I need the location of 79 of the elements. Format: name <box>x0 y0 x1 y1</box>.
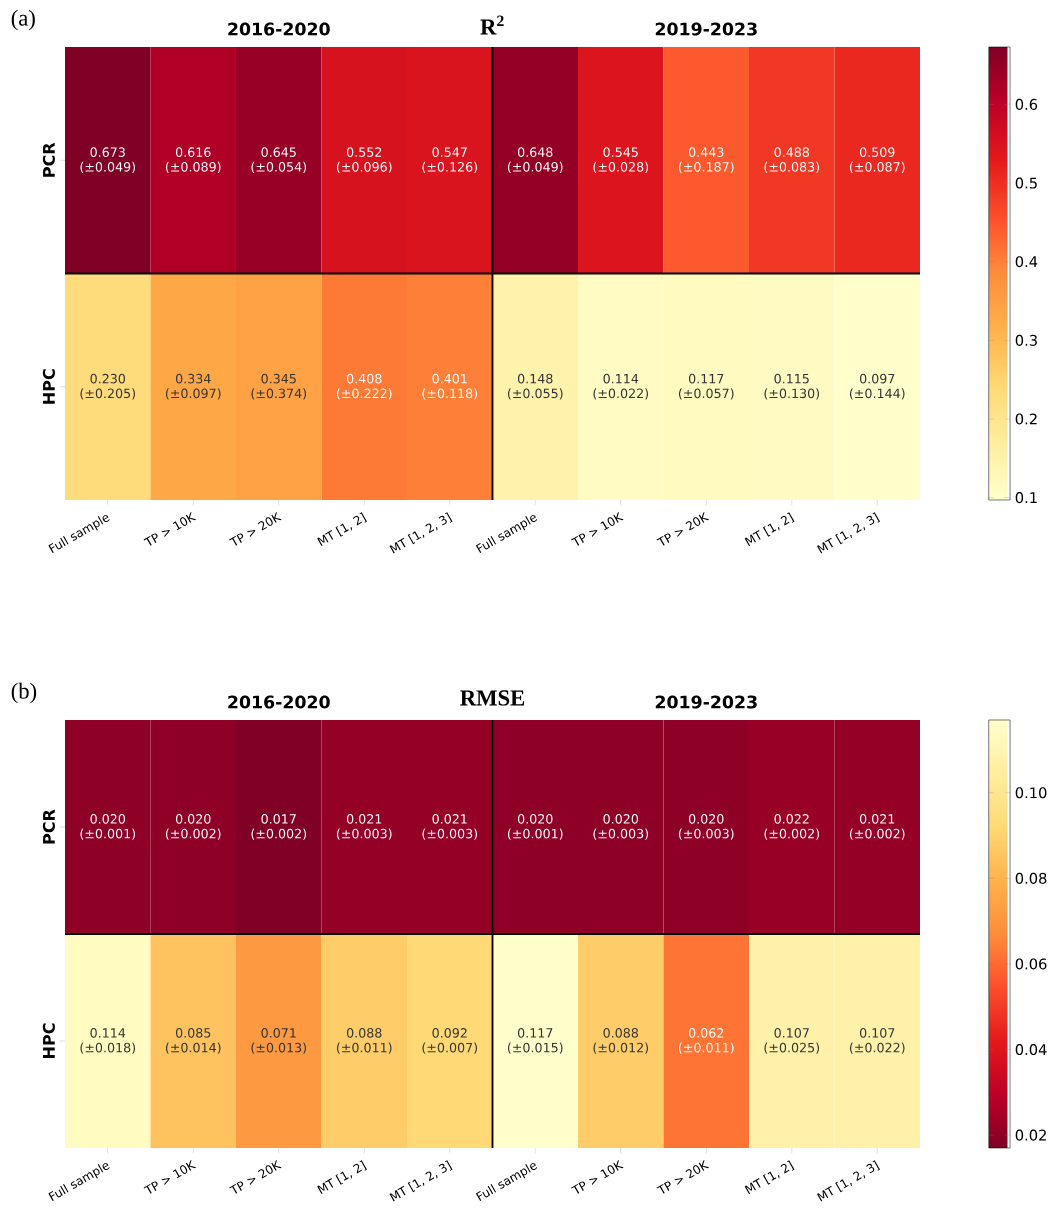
x-tick-label: TP > 10K <box>571 511 624 546</box>
data-label: 0.017 (±0.002) <box>251 814 307 840</box>
y-tick-label: HPC <box>42 369 55 404</box>
data-label: 0.107 (±0.025) <box>764 1028 820 1054</box>
x-tick-label: TP > 20K <box>229 511 282 546</box>
color-bar-label: 0.08 <box>1015 872 1047 884</box>
color-bar-label: 0.3 <box>1015 334 1037 346</box>
data-label: 0.648 (±0.049) <box>507 147 563 174</box>
x-tick-label: TP > 20K <box>229 1159 282 1194</box>
data-label: 0.088 (±0.012) <box>593 1028 649 1054</box>
color-bar-label: 0.02 <box>1015 1129 1046 1141</box>
x-tick-label: TP > 20K <box>656 511 710 546</box>
x-tick-label: MT [1, 2, 3] <box>389 1160 453 1202</box>
y-tick-label: PCR <box>42 809 55 844</box>
color-bar-label: 0.6 <box>1015 98 1038 110</box>
text: 2016-2020 <box>228 22 330 36</box>
color-bar-label: 0.4 <box>1015 256 1038 268</box>
data-label: 0.488 (±0.083) <box>764 147 820 174</box>
data-label: 0.114 (±0.018) <box>80 1028 136 1054</box>
x-tick-label: TP > 10K <box>571 1159 624 1194</box>
data-label: 0.021 (±0.003) <box>422 814 478 840</box>
data-label: 0.107 (±0.022) <box>849 1028 905 1054</box>
x-tick-label: MT [1, 2] <box>744 1160 795 1194</box>
data-label: 0.097 (±0.144) <box>849 373 905 400</box>
data-label: 0.148 (±0.055) <box>507 373 563 400</box>
color-bar-label: 0.10 <box>1015 787 1047 799</box>
data-label: 0.117 (±0.057) <box>678 373 734 400</box>
data-label: 0.088 (±0.011) <box>336 1028 392 1054</box>
x-tick-label: TP > 10K <box>143 511 197 546</box>
x-tick-label: TP > 20K <box>656 1159 710 1194</box>
data-label: 0.443 (±0.187) <box>678 147 734 174</box>
color-bar-label: 0.04 <box>1015 1044 1047 1056</box>
data-label: 0.020 (±0.003) <box>593 814 649 840</box>
color-bar-label: 0.1 <box>1015 492 1037 504</box>
data-label: 0.547 (±0.126) <box>422 147 478 174</box>
data-label: 0.021 (±0.003) <box>336 814 392 840</box>
data-label: 0.022 (±0.002) <box>764 814 820 840</box>
text: (a) <box>11 9 35 31</box>
data-label: 0.673 (±0.049) <box>80 147 136 174</box>
data-label: 0.117 (±0.015) <box>507 1028 563 1054</box>
color-bar-label: 0.06 <box>1015 958 1047 970</box>
x-tick-label: TP > 10K <box>143 1159 197 1194</box>
data-label: 0.071 (±0.013) <box>251 1028 307 1054</box>
data-label: 0.334 (±0.097) <box>165 373 221 400</box>
x-tick-label: MT [1, 2] <box>317 512 367 546</box>
data-label: 0.645 (±0.054) <box>251 147 307 174</box>
text: 2019-2023 <box>655 22 757 36</box>
data-label: 0.230 (±0.205) <box>80 373 136 400</box>
data-label: 0.020 (±0.002) <box>165 814 221 840</box>
x-tick-label: MT [1, 2, 3] <box>816 512 880 554</box>
data-label: 0.114 (±0.022) <box>593 373 649 400</box>
data-label: 0.408 (±0.222) <box>336 373 392 400</box>
data-label: 0.020 (±0.001) <box>507 814 563 840</box>
x-tick-label: MT [1, 2, 3] <box>389 512 453 554</box>
data-label: 0.085 (±0.014) <box>165 1028 221 1054</box>
text: 2016-2020 <box>228 695 330 709</box>
data-label: 0.062 (±0.011) <box>678 1028 734 1054</box>
data-label: 0.020 (±0.003) <box>678 814 734 840</box>
x-tick-label: MT [1, 2, 3] <box>816 1160 880 1202</box>
data-label: 0.545 (±0.028) <box>593 147 649 174</box>
chart-title: R$^{2}$ <box>480 15 504 35</box>
data-label: 0.021 (±0.002) <box>849 814 905 840</box>
data-label: 0.509 (±0.087) <box>849 147 905 174</box>
data-label: 0.616 (±0.089) <box>165 147 221 174</box>
y-tick-label: PCR <box>42 142 55 177</box>
data-label: 0.020 (±0.001) <box>80 814 136 840</box>
color-bar-label: 0.2 <box>1015 413 1037 425</box>
data-label: 0.345 (±0.374) <box>251 373 307 400</box>
data-label: 0.401 (±0.118) <box>422 373 478 400</box>
y-tick-label: HPC <box>42 1023 55 1058</box>
color-bar-label: 0.5 <box>1015 177 1037 189</box>
text: (b) <box>11 682 37 704</box>
data-label: 0.092 (±0.007) <box>422 1028 478 1054</box>
chart-title: RMSE <box>460 690 525 706</box>
data-label: 0.115 (±0.130) <box>764 373 820 400</box>
x-tick-label: MT [1, 2] <box>317 1160 367 1194</box>
data-label: 0.552 (±0.096) <box>336 147 392 174</box>
x-tick-label: MT [1, 2] <box>744 512 795 546</box>
text: 2019-2023 <box>655 695 757 709</box>
